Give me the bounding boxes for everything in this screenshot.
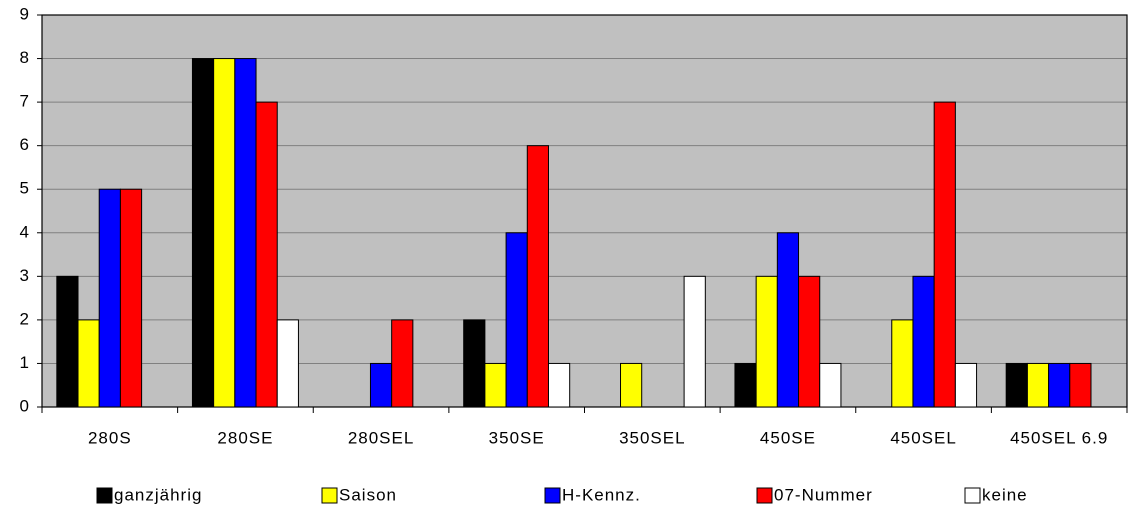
x-tick-label: 280SEL <box>348 428 415 447</box>
bar <box>620 362 643 408</box>
bar <box>505 232 528 408</box>
y-tick-label: 1 <box>20 353 30 372</box>
bar <box>891 319 914 408</box>
bar <box>56 275 79 408</box>
y-tick-label: 6 <box>20 135 30 154</box>
x-tick-label: 450SEL 6.9 <box>1010 428 1108 447</box>
bar <box>463 319 486 408</box>
y-tick-label: 2 <box>20 309 30 328</box>
bar <box>683 275 706 408</box>
bar <box>255 101 278 408</box>
bar <box>77 319 100 408</box>
y-tick-label: 4 <box>20 222 30 241</box>
bar <box>547 362 571 408</box>
bar <box>933 101 956 408</box>
y-tick-label: 5 <box>20 179 30 198</box>
bar <box>954 362 978 408</box>
legend-label: H-Kennz. <box>562 485 641 504</box>
x-tick-label: 350SEL <box>619 428 686 447</box>
y-tick-label: 7 <box>20 92 30 111</box>
x-tick-label: 450SEL <box>890 428 957 447</box>
bar <box>276 319 299 408</box>
bar <box>1005 362 1028 408</box>
legend-swatch <box>756 487 773 504</box>
legend-label: keine <box>982 485 1028 504</box>
bar <box>213 58 236 408</box>
bar <box>191 58 215 408</box>
legend-label: 07-Nummer <box>774 485 873 504</box>
bar <box>819 362 842 408</box>
bar <box>1069 362 1092 408</box>
y-tick-label: 3 <box>20 266 30 285</box>
legend-swatch <box>96 487 113 504</box>
bar <box>369 362 393 408</box>
x-tick-label: 280S <box>88 428 132 447</box>
legend-swatch <box>321 487 338 504</box>
x-tick-label: 350SE <box>489 428 545 447</box>
y-tick-label: 9 <box>20 4 30 23</box>
bar <box>526 145 549 408</box>
bar <box>1048 362 1071 408</box>
x-tick-label: 450SE <box>760 428 816 447</box>
x-tick-label: 280SE <box>217 428 273 447</box>
bar <box>98 188 121 408</box>
bar <box>234 58 257 408</box>
legend-label: ganzjährig <box>114 485 202 504</box>
y-tick-label: 0 <box>20 396 30 415</box>
bar <box>119 188 143 408</box>
bar <box>755 275 778 408</box>
bar <box>484 362 507 408</box>
bar <box>1026 362 1050 408</box>
legend-label: Saison <box>339 485 397 504</box>
bar <box>798 275 821 408</box>
y-tick-label: 8 <box>20 48 30 67</box>
bar <box>776 232 800 408</box>
bar <box>391 319 414 408</box>
bar <box>912 275 935 408</box>
bar <box>734 362 757 408</box>
legend-swatch <box>964 487 981 504</box>
legend-swatch <box>544 487 561 504</box>
